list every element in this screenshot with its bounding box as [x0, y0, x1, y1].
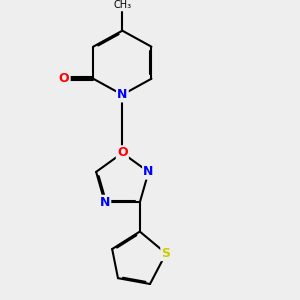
Text: S: S — [161, 247, 170, 260]
Text: O: O — [117, 146, 128, 160]
Text: O: O — [59, 72, 69, 85]
Text: N: N — [143, 165, 154, 178]
Text: CH₃: CH₃ — [113, 0, 131, 10]
Text: N: N — [100, 196, 110, 209]
Text: N: N — [117, 88, 128, 101]
